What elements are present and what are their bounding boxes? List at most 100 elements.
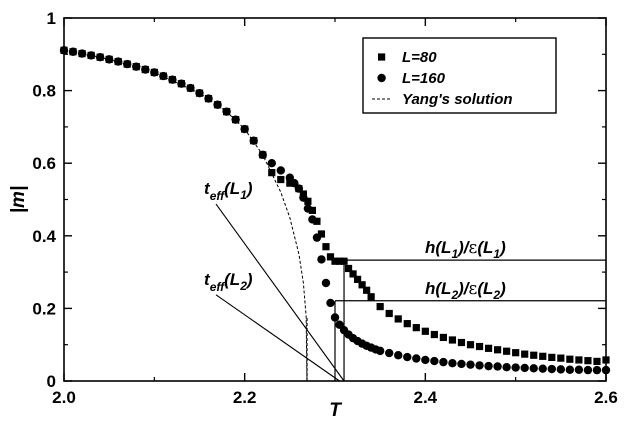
h-text: (L (477, 238, 493, 257)
data-point-L160 (466, 360, 475, 369)
data-point-L160 (394, 351, 403, 360)
y-tick-label: 1 (47, 9, 56, 28)
data-point-L80 (367, 293, 375, 301)
data-point-L80 (593, 357, 601, 365)
data-point-L80 (344, 264, 353, 273)
h-text: )/ (456, 279, 471, 298)
data-point-L160 (312, 233, 322, 242)
data-point-L160 (475, 361, 484, 370)
data-point-L80 (322, 243, 330, 251)
data-point-L160 (123, 59, 132, 69)
data-point-L160 (77, 49, 87, 58)
data-point-L160 (493, 362, 502, 371)
data-point-L80 (363, 286, 371, 294)
data-point-L160 (538, 364, 547, 373)
data-point-L80 (475, 342, 484, 351)
data-point-L160 (186, 83, 195, 93)
y-axis-title: |m| (8, 186, 29, 214)
x-tick-label: 2.4 (414, 388, 438, 407)
data-point-L160 (321, 278, 331, 288)
data-point-L160 (556, 365, 566, 374)
data-point-L160 (457, 359, 466, 369)
legend-marker-square (378, 53, 386, 61)
data-point-L160 (430, 356, 439, 366)
teff-base: t (204, 179, 211, 198)
data-point-L80 (412, 324, 420, 332)
data-point-L80 (539, 352, 547, 360)
legend-label: Yang's solution (402, 91, 513, 108)
data-point-L160 (574, 365, 584, 374)
h1-label: h(L1)/ε(L1) (425, 238, 506, 261)
annotations: teff(L1)teff(L2)h(L1)/ε(L1)h(L2)/ε(L2) (204, 179, 606, 382)
data-point-L160 (547, 364, 556, 374)
data-point-L80 (512, 349, 520, 357)
data-point-L80 (484, 344, 493, 352)
data-point-L80 (566, 355, 574, 363)
teff1-label: teff(L1) (204, 179, 253, 203)
epsilon-symbol: ε (469, 279, 478, 299)
data-point-L160 (592, 365, 602, 375)
data-point-L160 (565, 365, 575, 374)
data-point-L80 (494, 346, 502, 354)
teff-base: t (204, 270, 211, 289)
teff-close: ) (245, 179, 253, 198)
data-point-L80 (358, 281, 366, 289)
data-point-L80 (349, 270, 357, 278)
h-text: )/ (456, 238, 471, 257)
h-text: h(L (425, 238, 451, 257)
data-point-L80 (521, 350, 529, 358)
data-point-L80 (584, 357, 592, 365)
data-point-L160 (299, 193, 308, 202)
teff-subscript: eff (210, 280, 225, 294)
data-point-L160 (150, 68, 159, 77)
y-tick-label: 0.2 (32, 299, 56, 318)
data-point-L80 (335, 257, 344, 265)
data-point-L80 (430, 330, 438, 339)
data-point-L80 (530, 351, 538, 359)
legend-marker-circle (377, 73, 386, 83)
x-tick-label: 2.0 (52, 388, 76, 407)
h-text: (L (477, 279, 493, 298)
data-point-L80 (394, 315, 402, 323)
teff2-label: teff(L2) (204, 270, 253, 294)
data-point-L80 (385, 309, 393, 318)
yang-solution-line (63, 49, 308, 382)
teff-paren: (L (224, 179, 240, 198)
legend-label: L=160 (402, 70, 446, 87)
h-subscript: 1 (493, 247, 500, 261)
teff-paren: (L (224, 270, 240, 289)
data-point-L160 (68, 47, 78, 56)
data-point-L160 (520, 363, 529, 373)
data-point-L160 (529, 364, 538, 373)
data-point-L160 (141, 65, 150, 74)
data-point-L160 (168, 75, 177, 84)
y-tick-label: 0.8 (32, 82, 56, 101)
legend-label: L=80 (402, 49, 437, 66)
data-point-L80 (304, 197, 312, 205)
data-point-L160 (276, 166, 285, 175)
x-tick-label: 2.2 (233, 388, 257, 407)
y-tick-label: 0 (47, 372, 56, 391)
data-point-L160 (502, 363, 511, 372)
data-point-L80 (353, 275, 362, 283)
data-point-L80 (403, 320, 411, 328)
h-subscript: 2 (492, 288, 500, 302)
data-point-L160 (403, 352, 412, 362)
x-tick-label: 2.6 (594, 388, 618, 407)
data-point-L80 (457, 338, 466, 347)
h2-label: h(L2)/ε(L2) (425, 279, 506, 302)
data-point-L160 (132, 62, 141, 71)
data-point-L80 (317, 230, 326, 238)
data-point-L80 (575, 356, 583, 364)
legend: L=80 L=160 Yang's solution (362, 37, 557, 114)
teff-paren-subscript: 1 (240, 188, 247, 202)
data-point-L80 (448, 336, 457, 344)
data-point-L160 (385, 348, 394, 358)
data-point-L80 (277, 175, 285, 184)
data-point-L160 (412, 354, 421, 363)
data-point-L160 (317, 255, 326, 264)
data-point-L160 (484, 361, 493, 371)
data-point-L80 (376, 302, 384, 311)
